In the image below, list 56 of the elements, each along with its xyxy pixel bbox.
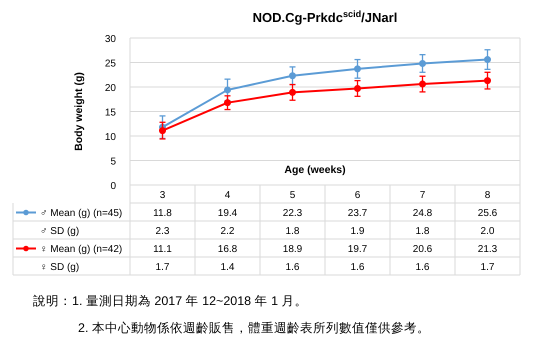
data-label: 18.9: [282, 244, 303, 255]
data-label: 21.3: [478, 244, 498, 255]
text: 1.8: [416, 226, 430, 237]
y-axis-title: Body weight (g): [73, 72, 85, 151]
point: [419, 60, 426, 67]
point: [289, 88, 296, 96]
data-label: 11.1: [153, 244, 172, 255]
text: 2.2: [220, 226, 235, 237]
x-tick-label: 3: [160, 190, 166, 201]
point: [289, 72, 296, 80]
chart-title: NOD.Cg-Prkdc$^{scid}$/JNarl: [252, 9, 398, 25]
point: [354, 84, 361, 92]
legend-label: ♂ Mean (g) (n=45): [40, 208, 122, 219]
text: 2. 本中心動物係依週齡販售，體重週齡表所列數值僅供參考。: [78, 320, 430, 335]
data-label: 20.6: [412, 244, 433, 255]
text: 2.0: [480, 226, 495, 237]
x-tick-label: 7: [420, 190, 426, 201]
text: 1.4: [220, 262, 235, 273]
y-tick-label: 20: [104, 83, 116, 94]
y-tick-label: 10: [104, 132, 116, 143]
legend-label: ♀ Mean (g) (n=42): [40, 244, 122, 255]
text: 1.6: [350, 262, 365, 273]
text: ♂ SD (g): [40, 226, 80, 237]
point: [224, 86, 231, 94]
y-tick-label: 30: [104, 34, 116, 45]
point: [159, 127, 166, 134]
x-tick-label: 8: [484, 190, 491, 201]
x-tick-label: 5: [290, 190, 296, 201]
point: [354, 65, 361, 72]
data-label: 11.8: [153, 208, 172, 219]
point: [419, 80, 426, 88]
text: 1.9: [350, 226, 365, 237]
y-tick-label: 25: [104, 58, 116, 70]
x-tick-label: 4: [224, 190, 231, 201]
data-label: 25.6: [478, 208, 498, 219]
text: 1.8: [286, 226, 300, 237]
x-axis-title: Age (weeks): [284, 164, 346, 176]
y-tick-label: 0: [110, 181, 116, 192]
text: 2.3: [156, 226, 170, 237]
text: 1.6: [416, 262, 430, 273]
text: 1.6: [286, 262, 300, 273]
text: 說明：1. 量測日期為 2017 年 12~2018 年 1 月。: [33, 294, 308, 308]
x-tick-label: 6: [354, 190, 361, 201]
text: 1.7: [156, 262, 170, 273]
data-label: 19.7: [348, 244, 368, 255]
data-label: 24.8: [412, 208, 433, 219]
y-tick-label: 15: [104, 108, 116, 118]
text: ♀ SD (g): [40, 262, 80, 273]
point: [484, 56, 491, 64]
y-tick-label: 5: [110, 156, 116, 168]
data-label: 22.3: [282, 208, 303, 219]
data-label: 16.8: [218, 244, 238, 255]
point: [484, 77, 491, 84]
text: 1.7: [480, 262, 495, 273]
data-label: 23.7: [348, 208, 368, 219]
data-label: 19.4: [218, 208, 238, 219]
